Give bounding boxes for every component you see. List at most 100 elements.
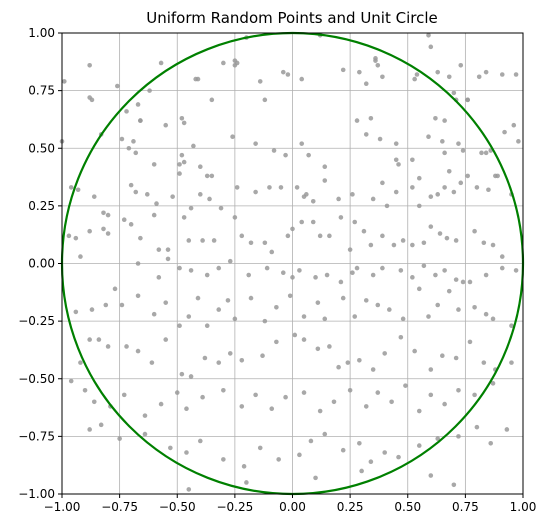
- scatter-point: [177, 323, 182, 329]
- scatter-point: [227, 258, 233, 264]
- scatter-point: [416, 175, 422, 181]
- scatter-point: [428, 367, 434, 372]
- scatter-point: [195, 295, 201, 301]
- scatter-point: [368, 459, 374, 465]
- scatter-point: [322, 316, 328, 322]
- scatter-point: [195, 76, 201, 82]
- scatter-point: [73, 309, 79, 315]
- scatter-point: [472, 392, 477, 398]
- scatter-point: [456, 434, 461, 439]
- scatter-point: [216, 360, 222, 365]
- scatter-point: [315, 346, 321, 352]
- y-tick-label: 0.00: [28, 257, 55, 271]
- scatter-point: [350, 192, 355, 197]
- scatter-point: [82, 387, 88, 393]
- scatter-point: [393, 157, 399, 163]
- scatter-point: [188, 268, 194, 273]
- x-tick-label: 0.25: [337, 500, 364, 514]
- scatter-point: [174, 390, 180, 395]
- scatter-point: [253, 392, 258, 398]
- scatter-point: [269, 406, 275, 412]
- scatter-point: [91, 399, 97, 405]
- scatter-point: [269, 249, 275, 255]
- scatter-point: [216, 265, 222, 271]
- scatter-point: [142, 431, 148, 437]
- scatter-point: [274, 304, 279, 310]
- scatter-point: [357, 358, 362, 363]
- scatter-point: [186, 314, 192, 319]
- scatter-point: [465, 97, 470, 103]
- scatter-point: [382, 351, 388, 356]
- scatter-point: [375, 390, 381, 395]
- scatter-point: [221, 457, 226, 462]
- scatter-point: [396, 162, 401, 167]
- scatter-point: [410, 275, 415, 280]
- scatter-point: [310, 219, 316, 225]
- scatter-point: [370, 272, 376, 278]
- scatter-point: [186, 487, 192, 492]
- scatter-point: [274, 339, 279, 345]
- scatter-point: [327, 344, 332, 349]
- scatter-point: [163, 337, 169, 342]
- scatter-point: [103, 302, 109, 308]
- scatter-point: [68, 185, 74, 190]
- scatter-point: [119, 136, 125, 142]
- scatter-point: [382, 450, 388, 455]
- scatter-point: [412, 76, 417, 82]
- scatter-point: [128, 222, 134, 227]
- scatter-point: [387, 307, 392, 312]
- scatter-point: [516, 139, 521, 144]
- scatter-point: [451, 189, 457, 195]
- scatter-point: [479, 150, 484, 156]
- scatter-point: [147, 88, 152, 93]
- scatter-point: [495, 173, 500, 179]
- y-tick-label: 0.50: [28, 141, 55, 155]
- scatter-point: [131, 139, 136, 144]
- y-axis: −1.00 −0.75 −0.50 −0.25 0.00 0.25 0.50 0.75 1.00: [18, 26, 62, 501]
- scatter-point: [490, 242, 496, 248]
- chart-title: Uniform Random Points and Unit Circle: [146, 9, 438, 27]
- scatter-point: [310, 198, 316, 204]
- scatter-point: [440, 139, 445, 144]
- x-tick-label: −0.25: [216, 500, 253, 514]
- scatter-point: [181, 215, 187, 220]
- scatter-point: [327, 233, 332, 239]
- scatter-point: [179, 115, 185, 121]
- scatter-point: [264, 265, 270, 271]
- scatter-point: [352, 219, 358, 225]
- scatter-point: [191, 143, 196, 149]
- scatter-point: [393, 189, 399, 195]
- scatter-point: [377, 136, 383, 142]
- scatter-point: [317, 408, 323, 414]
- scatter-point: [391, 242, 397, 248]
- scatter-point: [262, 318, 268, 324]
- scatter-point: [511, 122, 517, 128]
- scatter-point: [198, 192, 203, 197]
- scatter-point: [428, 44, 434, 50]
- scatter-point: [357, 440, 362, 446]
- scatter-point: [181, 159, 187, 165]
- scatter-point: [456, 307, 461, 312]
- scatter-point: [211, 238, 217, 243]
- scatter-point: [513, 268, 519, 273]
- scatter-point: [453, 238, 459, 243]
- scatter-point: [380, 233, 385, 239]
- scatter-point: [158, 60, 164, 66]
- scatter-point: [299, 141, 305, 146]
- scatter-point: [426, 314, 431, 319]
- scatter-point: [416, 443, 422, 448]
- scatter-point: [352, 314, 358, 319]
- scatter-point: [68, 378, 74, 384]
- scatter-point: [433, 272, 438, 278]
- scatter-point: [410, 185, 415, 190]
- scatter-point: [121, 217, 127, 223]
- scatter-point: [370, 196, 376, 202]
- scatter-point: [225, 298, 231, 303]
- scatter-point: [299, 219, 305, 225]
- scatter-point: [354, 118, 360, 123]
- scatter-point: [78, 360, 83, 365]
- scatter-point: [246, 272, 252, 278]
- scatter-point: [313, 475, 318, 481]
- scatter-point: [440, 353, 445, 359]
